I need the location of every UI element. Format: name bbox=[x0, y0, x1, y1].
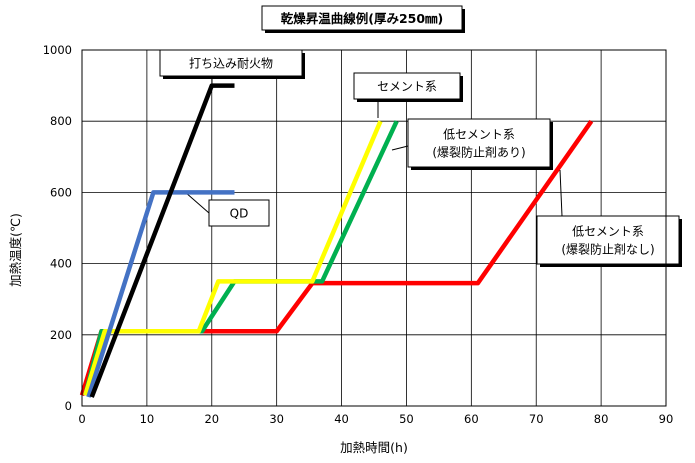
chart-title-shadow-bottom bbox=[265, 30, 465, 33]
annotation-leader bbox=[559, 169, 563, 217]
grid bbox=[82, 50, 666, 406]
annotation-label: セメント系 bbox=[377, 80, 437, 94]
annotation-leader bbox=[184, 191, 210, 214]
y-tick-label: 600 bbox=[50, 185, 72, 199]
axis-ticks: 0 10 20 30 40 50 60 70 80 90 0 200 400 600 800 1000 bbox=[43, 43, 674, 426]
annotation-box bbox=[407, 118, 551, 168]
y-tick-label: 1000 bbox=[43, 43, 72, 57]
x-tick-label: 50 bbox=[399, 412, 414, 426]
series-lines bbox=[79, 83, 594, 398]
annotation-label: (爆裂防止剤なし) bbox=[561, 242, 654, 257]
annotation-label: 低セメント系 bbox=[572, 225, 644, 239]
chart-title-group: 乾燥昇温曲線例(厚み250㎜) bbox=[261, 5, 465, 33]
annotation-box bbox=[159, 49, 303, 77]
annotation-box bbox=[353, 72, 461, 100]
series-line-1 bbox=[86, 190, 235, 398]
y-tick-label: 400 bbox=[50, 257, 72, 271]
x-axis-label: 加熱時間(h) bbox=[340, 440, 408, 455]
annotation-label: 打ち込み耐火物 bbox=[189, 57, 273, 71]
x-tick-label: 60 bbox=[464, 412, 479, 426]
y-axis-label: 加熱温度(℃) bbox=[8, 213, 23, 287]
annotation-label: (爆裂防止剤あり) bbox=[432, 145, 525, 160]
series-line-0 bbox=[89, 83, 235, 398]
x-tick-label: 10 bbox=[140, 412, 155, 426]
x-tick-label: 0 bbox=[78, 412, 85, 426]
series-line-2 bbox=[83, 120, 383, 396]
annotation-leader bbox=[391, 145, 409, 151]
series-line-3 bbox=[83, 120, 399, 396]
x-tick-label: 30 bbox=[269, 412, 284, 426]
chart-title-shadow bbox=[462, 9, 465, 33]
y-tick-label: 800 bbox=[50, 114, 72, 128]
x-tick-label: 40 bbox=[334, 412, 349, 426]
y-tick-label: 200 bbox=[50, 328, 72, 342]
chart-title-box bbox=[261, 5, 463, 31]
chart-title: 乾燥昇温曲線例(厚み250㎜) bbox=[281, 11, 444, 26]
y-tick-label: 0 bbox=[65, 399, 72, 413]
x-tick-label: 70 bbox=[529, 412, 544, 426]
x-tick-label: 20 bbox=[204, 412, 219, 426]
annotation-label: 低セメント系 bbox=[443, 128, 515, 142]
x-tick-label: 80 bbox=[594, 412, 609, 426]
annotation-box bbox=[208, 199, 270, 227]
plot-frame bbox=[81, 49, 667, 407]
annotation-label: QD bbox=[230, 207, 249, 221]
annotation-box bbox=[536, 215, 680, 265]
x-tick-label: 90 bbox=[659, 412, 674, 426]
